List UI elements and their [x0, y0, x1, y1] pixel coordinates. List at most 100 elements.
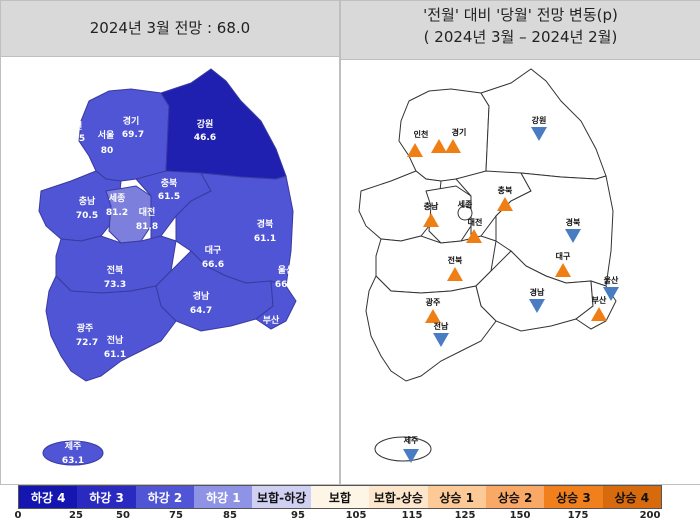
legend-tick: 105	[345, 510, 367, 521]
label-ulsan-name: 울산	[278, 264, 295, 276]
label-jeonnam-value: 61.1	[104, 350, 126, 360]
outlook-choropleth-map: 인천 62.5 경기 69.7 서울 80 강원 46.6 충북 61.5 충남…	[38, 68, 297, 466]
change-label-chungbuk: 충북	[498, 185, 513, 195]
label-gyeongnam-name: 경남	[193, 290, 210, 302]
legend-tick: 200	[639, 510, 661, 521]
change-label-incheon: 인천	[414, 129, 429, 139]
label-jeonnam-name: 전남	[107, 334, 124, 346]
label-chungnam-name: 충남	[79, 195, 96, 207]
legend-item-flat-down: 보합-하강	[252, 486, 311, 508]
region-jeju	[42, 440, 104, 466]
up-marker-chungbuk	[497, 197, 513, 211]
change-label-gyeongbuk: 경북	[566, 217, 581, 227]
label-chungbuk-name: 충북	[161, 177, 178, 189]
legend-tick: 25	[69, 510, 83, 521]
change-map: 인천 경기 강원 충남 세종 충북 대전 경북 전북 대구 울산 경남 광주 전…	[358, 68, 619, 463]
change-label-gwangju: 광주	[426, 297, 441, 307]
up-marker-jeonbuk	[447, 267, 463, 281]
legend-item-up1: 상승 1	[427, 486, 486, 508]
outline-gyeonggi	[398, 88, 490, 182]
label-busan-name: 부산	[263, 314, 280, 326]
up-marker-busan	[591, 307, 607, 321]
change-label-jeonbuk: 전북	[448, 255, 463, 265]
legend-item-down2: 하강 2	[135, 486, 195, 508]
down-marker-jeju	[403, 449, 419, 463]
change-label-gyeonggi: 경기	[452, 127, 467, 137]
label-gyeongbuk-value: 61.1	[254, 234, 276, 244]
left-panel-title: 2024년 3월 전망 : 68.0	[1, 1, 339, 57]
label-gangwon-name: 강원	[197, 118, 214, 130]
up-marker-gwangju	[425, 309, 441, 323]
label-chungnam-value: 70.5	[76, 211, 98, 221]
change-label-daejeon: 대전	[468, 217, 483, 227]
legend-item-flat: 보합	[310, 486, 370, 508]
label-gwangju-value: 72.7	[76, 338, 98, 348]
legend-item-down4: 하강 4	[19, 486, 78, 508]
label-gangwon-value: 46.6	[194, 133, 216, 143]
change-labels: 인천 경기 강원 충남 세종 충북 대전 경북 전북 대구 울산 경남 광주 전…	[404, 115, 619, 445]
outline-jeonnam	[365, 275, 497, 382]
change-markers	[403, 127, 619, 463]
change-label-daegu: 대구	[556, 251, 571, 261]
legend-bar: 하강 4 하강 3 하강 2 하강 1 보합-하강 보합 보합-상승 상승 1 …	[18, 485, 662, 509]
up-marker-gyeonggi-2	[445, 139, 461, 153]
up-marker-chungnam	[423, 213, 439, 227]
right-map-panel: '전월' 대비 '당월' 전망 변동(p) ( 2024년 3월 – 2024년…	[340, 0, 700, 485]
change-label-jeonnam: 전남	[434, 321, 449, 331]
label-gyeonggi-name: 경기	[123, 115, 140, 127]
right-panel-title: '전월' 대비 '당월' 전망 변동(p) ( 2024년 3월 – 2024년…	[341, 1, 700, 60]
down-marker-gangwon	[531, 127, 547, 141]
legend-tick: 75	[169, 510, 183, 521]
change-label-sejong: 세종	[458, 199, 473, 209]
change-label-gyeongnam: 경남	[530, 287, 545, 297]
label-jeju-name: 제주	[65, 440, 82, 452]
legend-tick: 175	[567, 510, 589, 521]
up-marker-gyeonggi-1	[431, 139, 447, 153]
label-gyeongbuk-name: 경북	[257, 218, 274, 230]
label-jeonbuk-value: 73.3	[104, 280, 126, 290]
left-map-panel: 2024년 3월 전망 : 68.0 인천 62.5 경기 69.7 서울 80…	[0, 0, 340, 485]
right-title-line-2: ( 2024년 3월 – 2024년 2월)	[423, 28, 618, 46]
up-marker-daegu	[555, 263, 571, 277]
legend-item-up2: 상승 2	[485, 486, 545, 508]
legend-tick: 50	[116, 510, 130, 521]
label-seoul-name: 서울	[98, 129, 115, 141]
label-daegu-name: 대구	[205, 244, 222, 256]
change-label-gangwon: 강원	[532, 115, 547, 125]
down-marker-jeonnam	[433, 333, 449, 347]
label-incheon-value: 62.5	[63, 134, 85, 144]
up-marker-incheon	[407, 143, 423, 157]
up-marker-daejeon	[466, 229, 482, 243]
label-daejeon-value: 81.8	[136, 222, 158, 232]
label-daegu-value: 66.6	[202, 260, 224, 270]
right-title-line-1: '전월' 대비 '당월' 전망 변동(p)	[423, 6, 618, 24]
neutral-marker-sejong	[457, 205, 473, 221]
label-sejong-value: 81.2	[106, 208, 128, 218]
label-chungbuk-value: 61.5	[158, 192, 180, 202]
legend-tick: 150	[509, 510, 531, 521]
region-gangwon	[160, 68, 287, 180]
label-sejong-name: 세종	[109, 192, 126, 204]
label-daejeon-name: 대전	[139, 206, 156, 218]
label-jeonbuk-name: 전북	[107, 264, 124, 276]
legend-item-down1: 하강 1	[194, 486, 253, 508]
legend-item-up3: 상승 3	[544, 486, 603, 508]
legend-tick: 115	[401, 510, 423, 521]
region-labels: 인천 62.5 경기 69.7 서울 80 강원 46.6 충북 61.5 충남…	[62, 115, 297, 466]
region-jeonnam	[45, 275, 177, 382]
legend-tick: 85	[223, 510, 237, 521]
legend-tick: 95	[291, 510, 305, 521]
legend-tick: 125	[454, 510, 476, 521]
change-label-ulsan: 울산	[604, 275, 619, 285]
legend-tick: 0	[14, 510, 22, 521]
legend-item-up4: 상승 4	[602, 486, 661, 508]
change-label-busan: 부산	[592, 295, 607, 305]
label-gyeongnam-value: 64.7	[190, 306, 212, 316]
label-gwangju-name: 광주	[77, 322, 94, 334]
label-ulsan-value: 66.6	[275, 280, 297, 290]
label-busan-value: 73	[263, 330, 276, 340]
down-marker-ulsan	[603, 287, 619, 301]
region-ulsan-busan	[255, 280, 297, 330]
down-marker-gyeongbuk	[565, 229, 581, 243]
label-jeju-value: 63.1	[62, 456, 84, 466]
